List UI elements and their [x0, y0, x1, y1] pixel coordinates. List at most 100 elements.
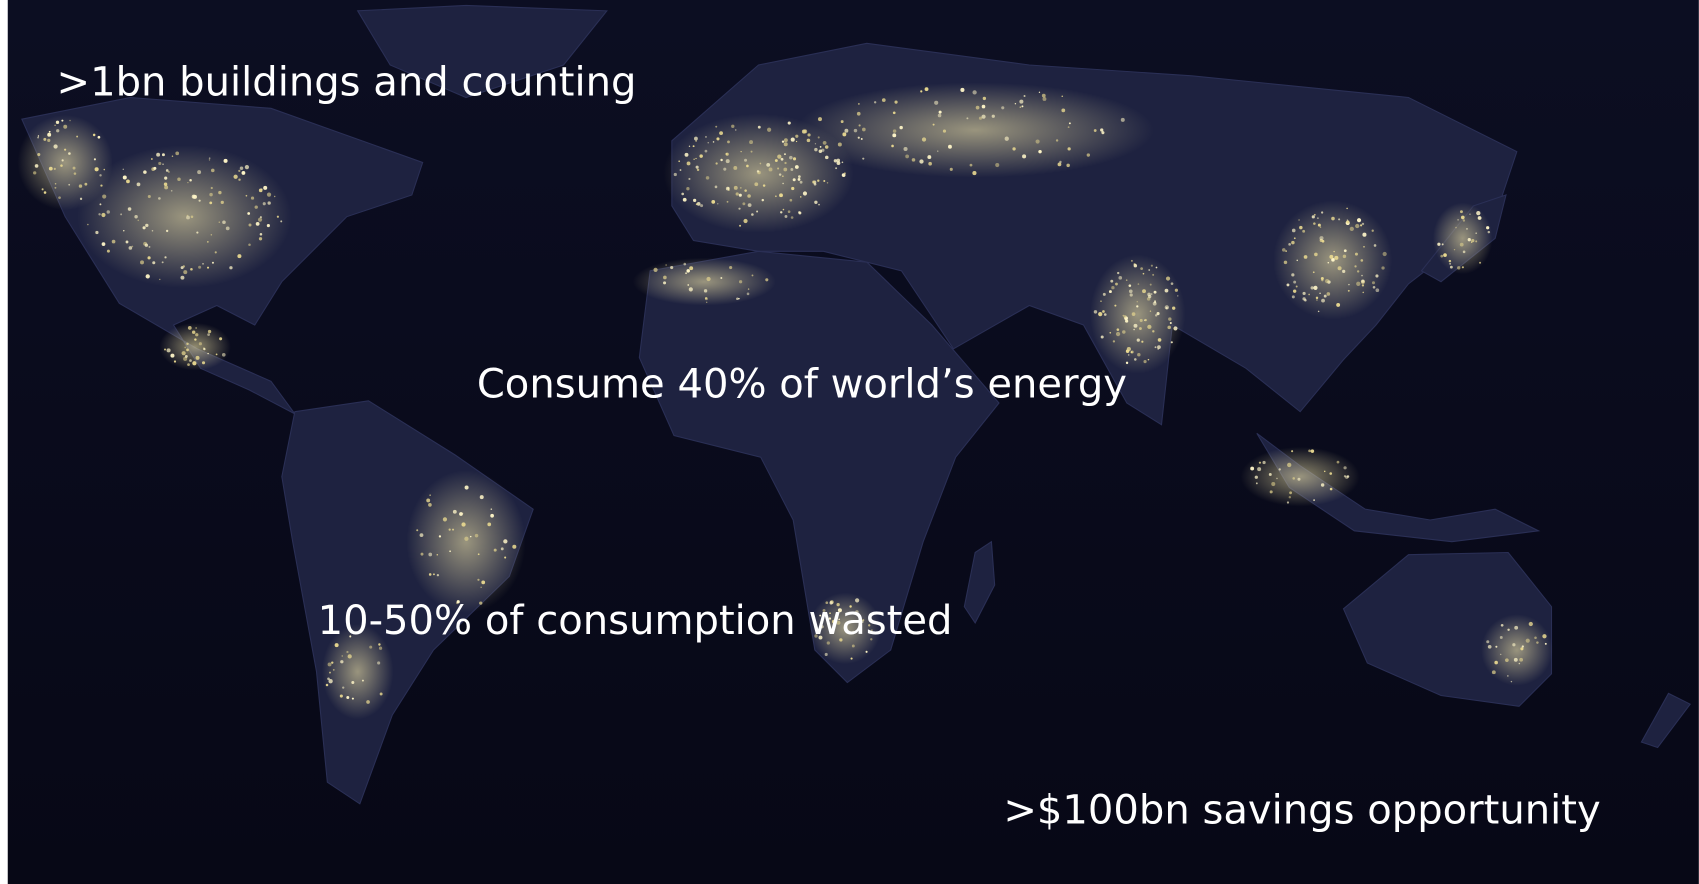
- city-light: [1268, 472, 1272, 476]
- city-light: [790, 137, 795, 142]
- city-light: [1102, 292, 1106, 296]
- city-light: [258, 237, 263, 241]
- city-light: [1331, 216, 1335, 221]
- city-light: [739, 224, 742, 227]
- city-light: [158, 161, 162, 166]
- city-light: [1519, 657, 1523, 662]
- city-light: [831, 619, 836, 624]
- city-light: [749, 140, 754, 145]
- city-light: [1293, 237, 1296, 240]
- city-light: [190, 267, 193, 271]
- city-light: [145, 274, 150, 279]
- city-light: [144, 243, 149, 247]
- city-light: [919, 159, 924, 164]
- city-light: [688, 287, 693, 292]
- city-light: [746, 164, 749, 168]
- city-light: [1542, 634, 1547, 639]
- city-light: [1093, 310, 1098, 314]
- city-light: [99, 174, 102, 177]
- city-light: [892, 133, 897, 138]
- city-light: [349, 635, 352, 638]
- city-light: [969, 163, 973, 167]
- light-glow: [1432, 202, 1493, 275]
- city-light: [73, 172, 77, 175]
- city-light: [192, 361, 197, 366]
- city-light: [727, 140, 730, 144]
- city-light: [1475, 240, 1478, 243]
- city-light: [134, 215, 138, 219]
- city-light: [797, 178, 801, 181]
- city-light: [1139, 318, 1143, 322]
- city-light: [813, 182, 817, 186]
- city-light: [683, 262, 687, 266]
- city-light: [1100, 300, 1102, 302]
- city-light: [464, 485, 469, 490]
- city-light: [1286, 283, 1290, 287]
- city-light: [1311, 215, 1315, 219]
- city-light: [195, 355, 200, 360]
- city-light: [1534, 636, 1537, 640]
- city-light: [1500, 623, 1504, 627]
- city-light: [428, 552, 433, 557]
- city-light: [784, 161, 787, 165]
- africa: [638, 250, 1000, 684]
- city-light: [493, 548, 497, 552]
- city-light: [192, 194, 198, 199]
- city-light: [1133, 323, 1138, 328]
- city-light: [165, 169, 169, 172]
- city-light: [1308, 293, 1310, 296]
- city-light: [1250, 466, 1255, 471]
- city-light: [783, 142, 788, 147]
- city-light: [189, 359, 192, 362]
- city-light: [197, 170, 202, 175]
- city-light: [740, 150, 742, 153]
- city-light: [1513, 657, 1518, 662]
- city-light: [818, 635, 823, 640]
- city-light: [842, 132, 847, 137]
- city-light: [1257, 467, 1262, 472]
- city-light: [747, 288, 750, 290]
- city-light: [1313, 499, 1315, 501]
- city-light: [787, 210, 791, 214]
- city-light: [175, 151, 180, 156]
- city-light: [1285, 250, 1287, 252]
- city-light: [136, 182, 141, 187]
- city-light: [822, 609, 826, 612]
- city-light: [187, 181, 189, 184]
- city-light: [856, 111, 861, 116]
- city-lights: [17, 82, 1553, 720]
- city-light: [1325, 279, 1330, 284]
- city-light: [972, 171, 977, 176]
- city-light: [1137, 353, 1141, 357]
- city-light: [125, 240, 129, 244]
- city-light: [1001, 106, 1005, 110]
- city-light: [870, 638, 873, 641]
- city-light: [799, 196, 802, 198]
- city-light: [717, 203, 719, 205]
- city-light: [218, 190, 222, 195]
- city-light: [738, 207, 741, 210]
- city-light: [276, 215, 279, 218]
- city-light: [1133, 328, 1135, 331]
- city-light: [1167, 325, 1171, 330]
- city-light: [746, 292, 750, 296]
- city-light: [738, 280, 743, 284]
- city-light: [143, 170, 147, 174]
- city-light: [665, 264, 667, 266]
- city-light: [41, 188, 44, 191]
- city-light: [101, 242, 106, 247]
- city-light: [184, 346, 187, 349]
- city-light: [37, 135, 40, 137]
- city-light: [817, 117, 822, 122]
- city-light: [1291, 450, 1294, 453]
- city-light: [1512, 643, 1516, 647]
- city-light: [853, 128, 858, 133]
- city-light: [341, 655, 343, 657]
- city-light: [705, 136, 707, 138]
- city-light: [164, 256, 167, 259]
- city-light: [825, 601, 829, 605]
- city-light: [1100, 335, 1104, 339]
- city-light: [1486, 640, 1490, 644]
- city-light: [981, 104, 986, 109]
